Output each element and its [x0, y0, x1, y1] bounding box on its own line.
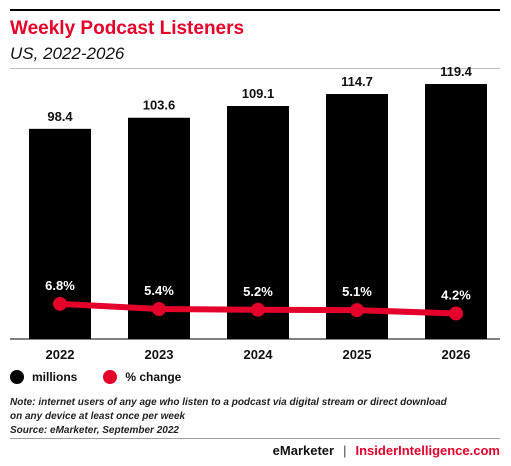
- bar-value-label: 119.4: [440, 64, 473, 79]
- subtitle-rule: [10, 68, 500, 69]
- bar-value-label: 98.4: [47, 109, 73, 124]
- chart-subtitle: US, 2022-2026: [10, 44, 125, 63]
- x-tick-label: 2023: [145, 347, 174, 362]
- footer-brand-insider: InsiderIntelligence.com: [355, 443, 501, 458]
- legend-item-millions: millions: [10, 370, 77, 384]
- legend-swatch-change: [103, 370, 118, 384]
- change-point: [53, 296, 67, 311]
- legend-label-millions: millions: [32, 370, 78, 384]
- source-line: Source: eMarketer, September 2022: [10, 425, 179, 436]
- bar-value-label: 109.1: [242, 86, 275, 101]
- bar-value-label: 103.6: [143, 98, 176, 113]
- legend-label-change: % change: [125, 370, 182, 384]
- legend-swatch-millions: [10, 370, 24, 384]
- change-value-label: 5.1%: [342, 284, 372, 299]
- change-point: [449, 306, 463, 321]
- bar-2026: [425, 83, 487, 339]
- footer-rule: [10, 438, 500, 439]
- change-value-label: 4.2%: [441, 287, 471, 302]
- footer-branding: eMarketer | InsiderIntelligence.com: [273, 443, 500, 458]
- legend: millions % change: [10, 370, 207, 384]
- chart-note: Note: internet users of any age who list…: [10, 396, 490, 438]
- change-value-label: 6.8%: [45, 278, 75, 293]
- change-point: [350, 303, 364, 318]
- x-tick-label: 2026: [442, 347, 471, 362]
- change-point: [251, 302, 265, 317]
- change-value-label: 5.4%: [144, 283, 174, 298]
- change-value-label: 5.2%: [243, 284, 273, 299]
- legend-item-change: % change: [103, 370, 181, 384]
- footer-separator: |: [343, 443, 347, 458]
- x-tick-label: 2024: [244, 347, 274, 362]
- chart-plot: 98.4 2022 103.6 2023 109.1 2024 114.7 2025 119.4…: [10, 64, 500, 362]
- bar-value-label: 114.7: [341, 74, 373, 89]
- x-tick-label: 2022: [46, 347, 75, 362]
- note-line: on any device at least once per week: [10, 411, 186, 422]
- footer-brand-emarketer: eMarketer: [272, 443, 335, 458]
- change-point: [152, 302, 166, 317]
- top-rule: [10, 9, 500, 11]
- chart-title: Weekly Podcast Listeners: [10, 18, 245, 39]
- x-tick-label: 2025: [343, 347, 372, 362]
- bar-2024: [227, 105, 289, 340]
- note-line: Note: internet users of any age who list…: [10, 397, 447, 408]
- bar-2025: [326, 94, 388, 339]
